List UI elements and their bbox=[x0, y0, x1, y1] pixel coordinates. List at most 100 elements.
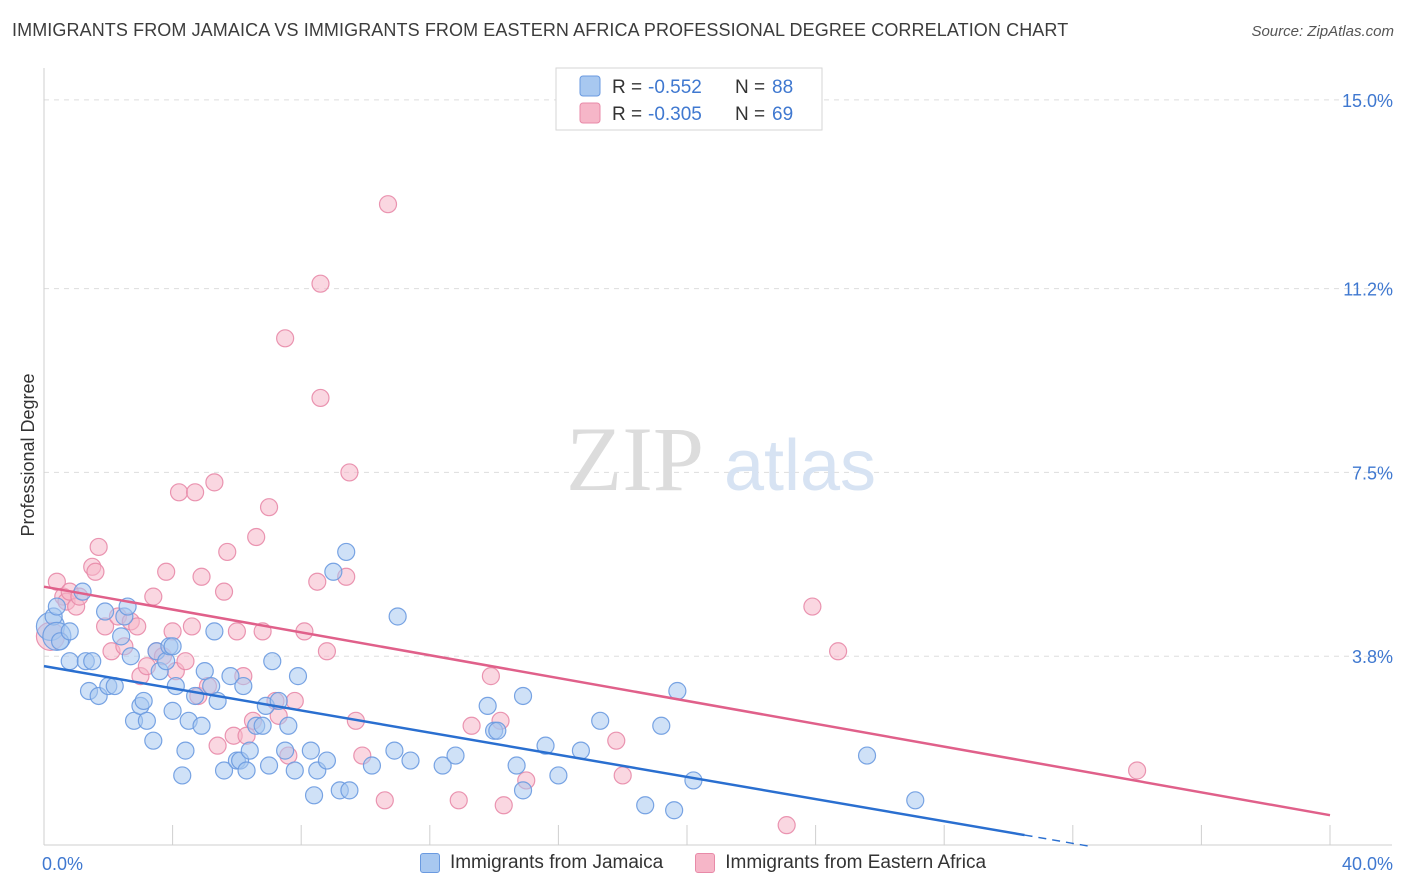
x-tick-label-1: 40.0% bbox=[1342, 854, 1393, 874]
jamaica-point-70 bbox=[478, 696, 497, 716]
eastern-africa-point-9 bbox=[89, 537, 108, 557]
jamaica-point-82 bbox=[665, 801, 684, 820]
jamaica-point-44 bbox=[237, 761, 256, 780]
jamaica-point-56 bbox=[301, 741, 320, 760]
jamaica-point-57 bbox=[304, 786, 324, 805]
eastern-africa-point-45 bbox=[276, 329, 295, 348]
legend-r-value-1: -0.552 bbox=[648, 77, 702, 98]
gridlines bbox=[44, 99, 1392, 657]
jamaica-point-85 bbox=[857, 746, 877, 765]
jamaica-point-5 bbox=[60, 622, 79, 641]
jamaica-point-54 bbox=[285, 761, 304, 780]
eastern-africa-point-65 bbox=[607, 731, 626, 750]
jamaica-point-87 bbox=[163, 637, 182, 656]
y-tick-label-3: 15.0% bbox=[1342, 91, 1393, 111]
eastern-africa-point-69 bbox=[829, 642, 848, 661]
correlation-legend: R = -0.552 N = 88 R = -0.305 N = 69 bbox=[555, 67, 823, 131]
legend-n-value-1: 88 bbox=[772, 77, 793, 98]
eastern-africa-point-60 bbox=[462, 716, 481, 735]
jamaica-point-31 bbox=[176, 741, 195, 760]
trend-line-jamaica-extension bbox=[1024, 834, 1090, 847]
eastern-africa-point-54 bbox=[340, 463, 359, 482]
trend-line-eastern-africa bbox=[43, 585, 1331, 817]
jamaica-point-39 bbox=[214, 761, 234, 780]
jamaica-point-47 bbox=[253, 716, 272, 735]
legend-swatch-jamaica bbox=[579, 75, 601, 97]
jamaica-point-76 bbox=[536, 736, 555, 755]
jamaica-point-3 bbox=[47, 597, 66, 616]
legend-n-label-2: N = bbox=[735, 104, 765, 125]
y-tick-label-2: 11.2% bbox=[1343, 280, 1393, 300]
eastern-africa-point-47 bbox=[285, 691, 304, 711]
jamaica-point-59 bbox=[317, 751, 337, 770]
eastern-africa-point-61 bbox=[481, 667, 500, 686]
series-eastern-africa-points bbox=[35, 195, 1147, 835]
source-label: Source: ZipAtlas.com bbox=[1251, 23, 1394, 40]
jamaica-point-34 bbox=[192, 716, 211, 735]
jamaica-point-63 bbox=[340, 781, 359, 800]
watermark: ZIP atlas bbox=[566, 408, 876, 510]
legend-item-eastern-africa[interactable]: Immigrants from Eastern Africa bbox=[695, 852, 986, 874]
jamaica-point-73 bbox=[507, 756, 526, 775]
jamaica-point-69 bbox=[446, 746, 465, 765]
series-legend: Immigrants from Jamaica Immigrants from … bbox=[0, 852, 1406, 874]
eastern-africa-point-15 bbox=[128, 617, 147, 636]
jamaica-point-60 bbox=[324, 562, 343, 581]
eastern-africa-point-24 bbox=[169, 483, 189, 502]
y-axis-title: Professional Degree bbox=[18, 373, 38, 536]
jamaica-point-64 bbox=[362, 756, 382, 775]
jamaica-point-62 bbox=[337, 542, 356, 562]
eastern-africa-point-40 bbox=[247, 527, 266, 547]
jamaica-point-29 bbox=[166, 676, 185, 696]
jamaica-point-40 bbox=[221, 667, 240, 686]
legend-r-label-2: R = bbox=[612, 104, 642, 125]
jamaica-point-75 bbox=[513, 686, 533, 706]
watermark-zip: ZIP bbox=[566, 408, 704, 510]
eastern-africa-point-52 bbox=[317, 642, 337, 661]
eastern-africa-point-57 bbox=[375, 791, 394, 810]
jamaica-point-12 bbox=[95, 602, 115, 621]
data-points bbox=[35, 195, 1147, 835]
jamaica-point-84 bbox=[684, 771, 703, 790]
eastern-africa-point-42 bbox=[259, 498, 279, 517]
jamaica-point-22 bbox=[137, 711, 156, 730]
legend-r-value-2: -0.305 bbox=[648, 104, 702, 125]
eastern-africa-point-18 bbox=[144, 587, 163, 606]
jamaica-point-53 bbox=[279, 716, 298, 735]
tick-labels: 3.8% 7.5% 11.2% 15.0% 0.0% 40.0% bbox=[42, 91, 1393, 874]
jamaica-point-28 bbox=[163, 701, 182, 720]
x-tick-label-0: 0.0% bbox=[42, 854, 83, 874]
jamaica-point-74 bbox=[513, 781, 533, 800]
series-jamaica-points bbox=[35, 542, 925, 820]
jamaica-point-77 bbox=[549, 766, 568, 785]
eastern-africa-point-58 bbox=[378, 195, 398, 214]
eastern-africa-point-49 bbox=[308, 572, 327, 591]
chart-title: IMMIGRANTS FROM JAMAICA VS IMMIGRANTS FR… bbox=[12, 20, 1069, 40]
legend-label-jamaica: Immigrants from Jamaica bbox=[449, 852, 664, 873]
jamaica-point-50 bbox=[263, 652, 282, 671]
jamaica-point-65 bbox=[385, 741, 404, 760]
eastern-africa-point-66 bbox=[613, 766, 632, 785]
eastern-africa-point-68 bbox=[803, 597, 822, 616]
eastern-africa-point-59 bbox=[449, 791, 468, 810]
jamaica-point-79 bbox=[591, 711, 610, 730]
legend-item-jamaica[interactable]: Immigrants from Jamaica bbox=[419, 852, 664, 874]
jamaica-point-49 bbox=[259, 756, 279, 775]
trend-lines bbox=[43, 585, 1331, 847]
jamaica-point-80 bbox=[636, 796, 655, 815]
axes bbox=[43, 68, 1392, 846]
eastern-africa-point-31 bbox=[205, 473, 224, 492]
eastern-africa-point-29 bbox=[192, 567, 211, 586]
eastern-africa-point-21 bbox=[157, 562, 176, 581]
trend-line-jamaica bbox=[43, 664, 1025, 837]
jamaica-point-68 bbox=[433, 756, 452, 775]
jamaica-point-23 bbox=[144, 731, 163, 750]
jamaica-point-43 bbox=[234, 676, 253, 696]
jamaica-point-67 bbox=[401, 751, 420, 770]
eastern-africa-point-27 bbox=[186, 483, 205, 502]
jamaica-point-15 bbox=[112, 627, 131, 646]
eastern-africa-point-36 bbox=[227, 622, 246, 641]
jamaica-point-81 bbox=[652, 716, 671, 735]
jamaica-point-30 bbox=[173, 766, 192, 785]
